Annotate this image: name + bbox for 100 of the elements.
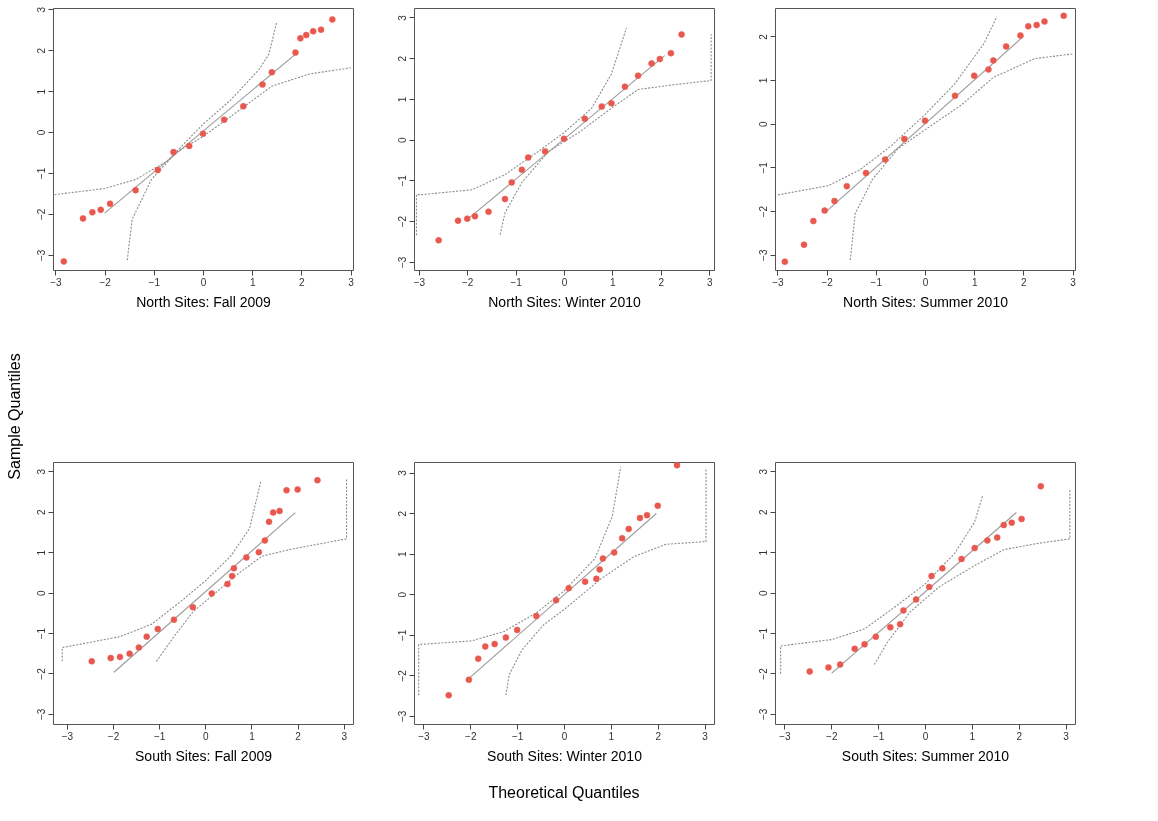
point — [881, 156, 889, 163]
line-series — [61, 481, 262, 662]
point — [625, 525, 632, 533]
point — [596, 566, 603, 573]
x-tick-label: 0 — [922, 276, 929, 288]
y-tick-label: 3 — [35, 468, 47, 475]
point — [921, 117, 929, 124]
point — [524, 154, 532, 161]
point — [872, 633, 880, 640]
point — [608, 100, 615, 107]
point — [610, 549, 618, 556]
point — [901, 135, 908, 143]
point — [143, 633, 150, 640]
point — [292, 49, 299, 56]
point — [621, 83, 629, 90]
point — [896, 620, 904, 628]
point — [445, 691, 452, 699]
point — [862, 169, 870, 177]
y-tick-label: 2 — [757, 509, 769, 516]
point — [154, 166, 161, 174]
point — [593, 575, 600, 583]
x-axis-title: North Sites: Summer 2010 — [843, 293, 1009, 310]
x-tick-label: 0 — [561, 730, 568, 742]
point — [482, 643, 489, 650]
y-tick-label: 1 — [35, 549, 47, 556]
y-tick-label: 2 — [35, 47, 47, 54]
point — [185, 142, 193, 150]
point — [303, 31, 310, 39]
point — [228, 572, 236, 580]
point — [170, 616, 178, 623]
line-series — [155, 478, 348, 662]
x-tick-label: −3 — [413, 276, 426, 288]
x-tick-label: 2 — [295, 730, 302, 742]
line-series — [418, 466, 622, 696]
point — [781, 258, 789, 265]
y-tick-label: 0 — [35, 589, 47, 596]
x-tick-label: 2 — [1021, 276, 1028, 288]
point — [599, 555, 607, 562]
point — [485, 208, 492, 215]
point — [985, 66, 992, 73]
point — [265, 518, 273, 526]
point — [1008, 519, 1015, 526]
point — [825, 664, 832, 671]
point — [317, 26, 325, 33]
y-tick-label: 2 — [757, 33, 769, 40]
y-tick-label: −3 — [35, 708, 47, 721]
point — [831, 197, 838, 205]
y-tick-label: −2 — [396, 669, 408, 682]
y-tick-label: −2 — [757, 205, 769, 218]
y-tick-label: −1 — [757, 161, 769, 174]
point — [230, 565, 238, 572]
point — [634, 72, 642, 79]
x-axis-title: South Sites: Fall 2009 — [135, 747, 273, 764]
y-tick-label: −3 — [757, 708, 769, 721]
x-tick-label: 1 — [610, 276, 617, 288]
x-tick-label: 0 — [922, 730, 929, 742]
point — [900, 607, 907, 614]
point — [958, 555, 965, 563]
point — [673, 462, 681, 469]
point — [435, 237, 442, 244]
y-tick-label: 3 — [396, 14, 408, 21]
point — [60, 258, 68, 265]
x-tick-label: 1 — [249, 730, 256, 742]
x-tick-label: −1 — [153, 730, 166, 742]
x-tick-label: 3 — [341, 730, 348, 742]
point — [1025, 23, 1032, 30]
line-series — [873, 488, 1071, 666]
x-tick-label: 3 — [702, 730, 709, 742]
point — [240, 103, 247, 110]
y-tick-label: −1 — [396, 629, 408, 641]
point — [518, 166, 526, 174]
point — [836, 661, 844, 668]
point — [821, 207, 828, 214]
x-tick-label: −3 — [50, 276, 63, 288]
y-tick-label: −1 — [757, 627, 769, 640]
x-tick-label: −3 — [779, 730, 792, 742]
point — [993, 534, 1001, 541]
x-tick-label: 3 — [1063, 730, 1070, 742]
point — [1017, 32, 1024, 39]
point — [1002, 43, 1010, 50]
point — [243, 554, 250, 561]
point — [667, 49, 675, 57]
point — [810, 217, 817, 225]
x-tick-label: −1 — [870, 276, 883, 288]
point — [106, 200, 114, 207]
point — [474, 655, 482, 662]
point — [636, 514, 644, 522]
point — [79, 215, 87, 222]
x-tick-label: 3 — [706, 276, 713, 288]
x-tick-label: −1 — [511, 730, 524, 742]
point — [89, 209, 96, 216]
y-tick-label: 2 — [396, 510, 408, 517]
point — [261, 537, 269, 544]
text: Theoretical Quantiles — [488, 784, 640, 801]
point — [224, 580, 231, 588]
x-tick-label: 0 — [200, 276, 207, 288]
y-axis-title: Sample Quantiles — [5, 353, 23, 480]
x-axis-title: North Sites: Fall 2009 — [136, 293, 272, 310]
x-axis-title: North Sites: Winter 2010 — [488, 293, 641, 310]
x-tick-label: 2 — [299, 276, 306, 288]
